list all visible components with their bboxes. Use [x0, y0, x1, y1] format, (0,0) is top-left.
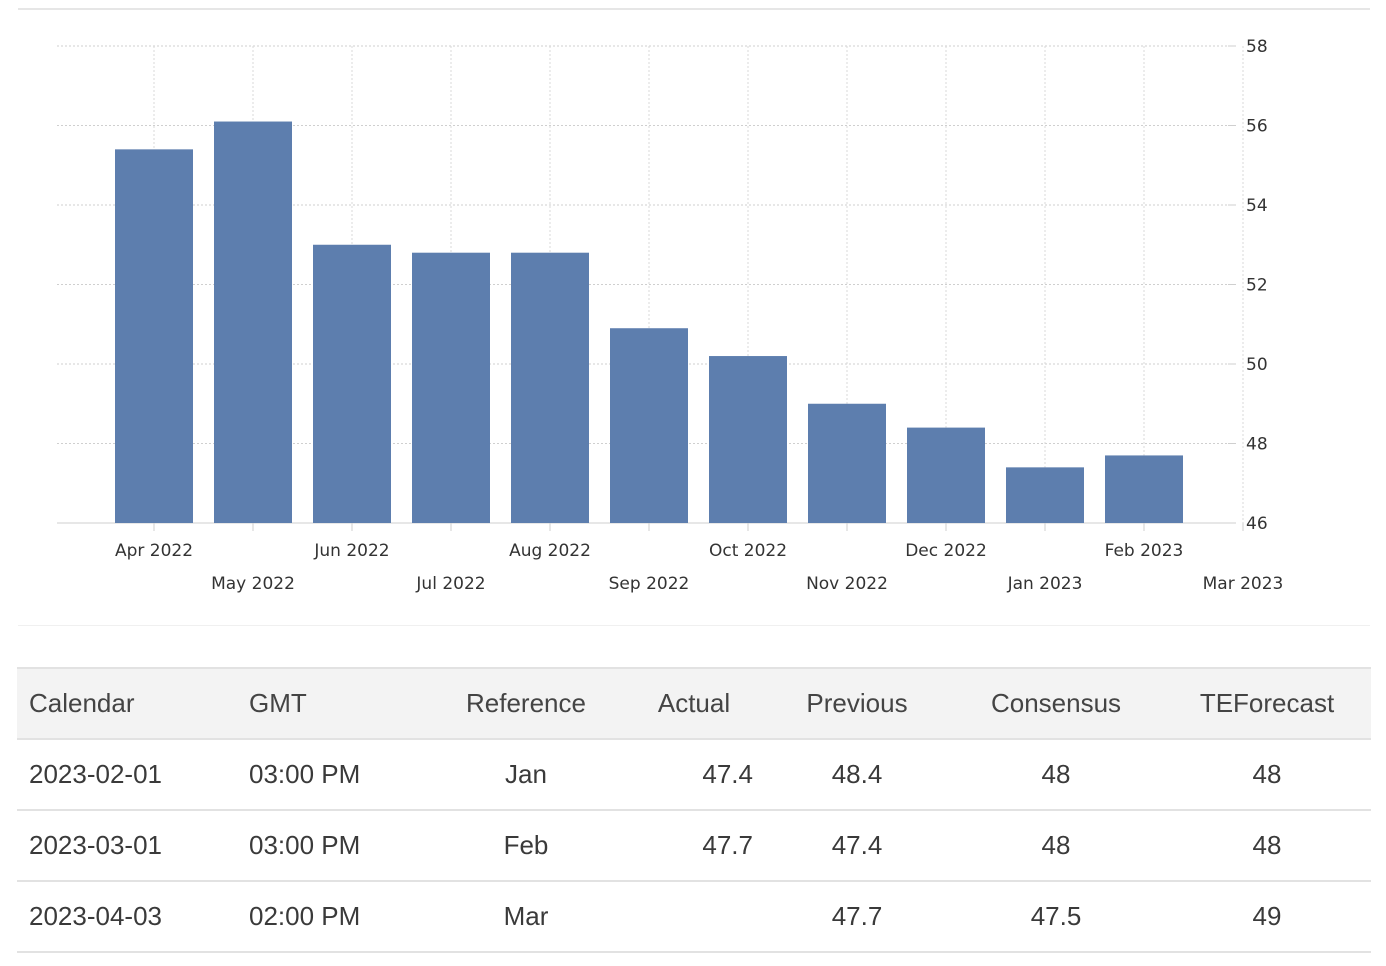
cell-reference: Mar: [429, 881, 623, 953]
header-consensus[interactable]: Consensus: [949, 667, 1163, 740]
header-gmt[interactable]: GMT: [237, 667, 429, 740]
cell-reference: Jan: [429, 739, 623, 811]
cell-teforecast: 48: [1163, 739, 1371, 811]
x-tick-label: Dec 2022: [905, 541, 987, 561]
y-tick-label: 46: [1246, 514, 1268, 534]
bar-jun-2022: [313, 244, 391, 523]
bar-dec-2022: [907, 427, 985, 523]
table-row: 2023-03-01 03:00 PM Feb 47.7 47.4 48 48: [17, 810, 1371, 882]
top-divider: [18, 8, 1370, 10]
cell-reference: Feb: [429, 810, 623, 882]
cell-gmt: 02:00 PM: [237, 881, 429, 953]
y-tick-label: 48: [1246, 435, 1268, 455]
y-tick-label: 56: [1246, 117, 1268, 137]
x-tick-label: Feb 2023: [1105, 541, 1184, 561]
y-tick-label: 54: [1246, 196, 1268, 216]
bar-jul-2022: [412, 252, 490, 523]
header-teforecast[interactable]: TEForecast: [1163, 667, 1371, 740]
bar-feb-2023: [1105, 455, 1183, 523]
cell-previous: 47.4: [765, 810, 949, 882]
x-tick-label: Mar 2023: [1203, 574, 1284, 594]
cell-consensus: 48: [949, 739, 1163, 811]
x-tick-label: Jan 2023: [1007, 574, 1083, 594]
x-tick-label: Aug 2022: [509, 541, 591, 561]
cell-teforecast: 48: [1163, 810, 1371, 882]
cell-calendar: 2023-02-01: [17, 739, 237, 811]
calendar-table: Calendar GMT Reference Actual Previous C…: [17, 667, 1371, 953]
x-tick-label: May 2022: [211, 574, 295, 594]
bar-aug-2022: [511, 252, 589, 523]
x-tick-label: Jul 2022: [415, 574, 485, 594]
chart-divider: [18, 625, 1370, 626]
bar-oct-2022: [709, 356, 787, 523]
header-previous[interactable]: Previous: [765, 667, 949, 740]
table-row: 2023-04-03 02:00 PM Mar 47.7 47.5 49: [17, 881, 1371, 953]
cell-calendar: 2023-04-03: [17, 881, 237, 953]
y-tick-label: 50: [1246, 355, 1268, 375]
cell-gmt: 03:00 PM: [237, 810, 429, 882]
y-tick-label: 52: [1246, 276, 1268, 296]
header-actual[interactable]: Actual: [623, 667, 765, 740]
cell-actual: 47.4: [623, 739, 765, 811]
cell-actual: [623, 881, 765, 953]
x-tick-label: Nov 2022: [806, 574, 888, 594]
cell-calendar: 2023-03-01: [17, 810, 237, 882]
bar-apr-2022: [115, 149, 193, 523]
cell-previous: 47.7: [765, 881, 949, 953]
bar-nov-2022: [808, 403, 886, 523]
cell-consensus: 48: [949, 810, 1163, 882]
bar-jan-2023: [1006, 467, 1084, 523]
cell-teforecast: 49: [1163, 881, 1371, 953]
x-tick-label: Jun 2022: [313, 541, 389, 561]
x-tick-label: Apr 2022: [115, 541, 193, 561]
x-tick-label: Oct 2022: [709, 541, 787, 561]
cell-previous: 48.4: [765, 739, 949, 811]
header-calendar[interactable]: Calendar: [17, 667, 237, 740]
bar-chart: 46 48 50 52 54 56 58 Apr 2022 May 2022 Jun 2022 Ju…: [57, 37, 1284, 594]
cell-consensus: 47.5: [949, 881, 1163, 953]
bar-sep-2022: [610, 328, 688, 523]
cell-gmt: 03:00 PM: [237, 739, 429, 811]
bar-may-2022: [214, 121, 292, 524]
x-tick-label: Sep 2022: [609, 574, 690, 594]
table-header-row: Calendar GMT Reference Actual Previous C…: [17, 667, 1371, 740]
table-row: 2023-02-01 03:00 PM Jan 47.4 48.4 48 48: [17, 739, 1371, 811]
header-reference[interactable]: Reference: [429, 667, 623, 740]
y-tick-label: 58: [1246, 37, 1268, 57]
cell-actual: 47.7: [623, 810, 765, 882]
